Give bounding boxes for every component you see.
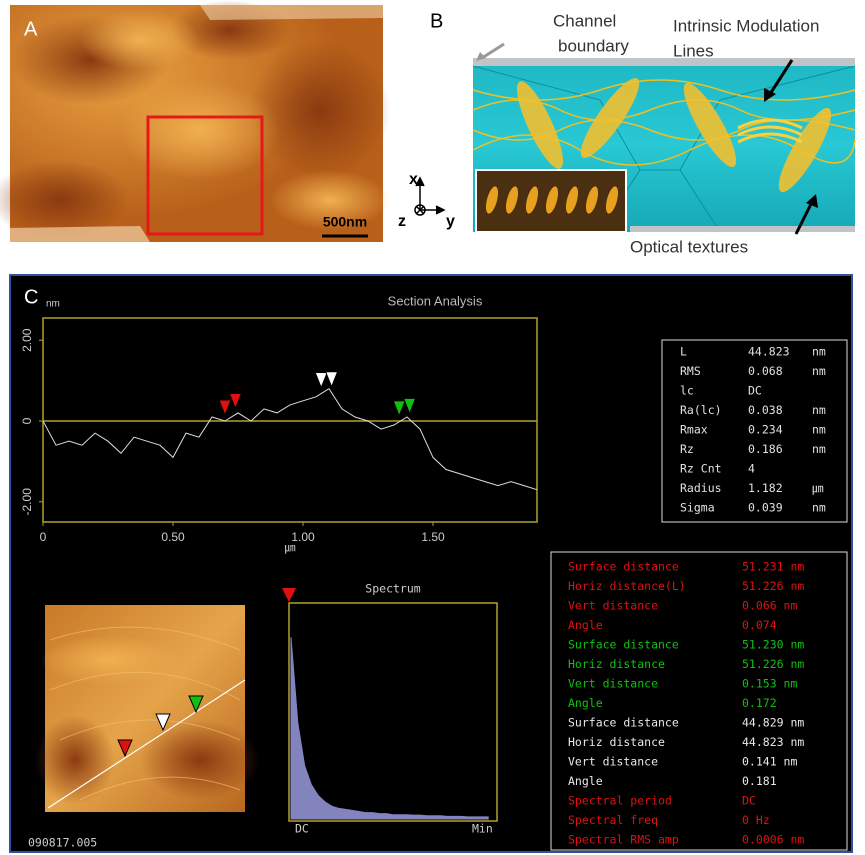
y-tick-label: 2.00 (20, 328, 34, 352)
measurement-label: Surface distance (568, 560, 679, 574)
measurement-label: Spectral freq (568, 813, 658, 827)
stats-cell: 44.823 (748, 345, 790, 359)
stats-cell: 4 (748, 462, 755, 476)
annotation: Intrinsic Modulation (673, 16, 819, 35)
measurement-label: Angle (568, 696, 603, 710)
spectrum-x-label: Min (472, 822, 493, 836)
chart-title: Section Analysis (388, 293, 483, 308)
axis-x-label: x (409, 171, 418, 188)
measurement-value: DC (742, 794, 756, 808)
measurement-value: 51.231 nm (742, 560, 804, 574)
afm-image-a (0, 0, 390, 242)
measurement-label: Vert distance (568, 599, 658, 613)
spectrum-title: Spectrum (365, 582, 420, 596)
panel-label: C (24, 286, 38, 308)
stats-cell: nm (812, 423, 826, 437)
stats-cell: nm (812, 403, 826, 417)
stats-cell: Rmax (680, 423, 708, 437)
stats-cell: Sigma (680, 501, 715, 515)
stats-cell: RMS (680, 364, 701, 378)
figure: A 500nm x y z B Channel boundary Intrins… (0, 0, 865, 855)
scale-bar-label: 500nm (323, 214, 367, 230)
measurement-label: Vert distance (568, 755, 658, 769)
stats-cell: 0.068 (748, 364, 783, 378)
stats-cell: ㎛ (812, 481, 824, 495)
measurement-value: 44.823 nm (742, 735, 804, 749)
axes-indicator (415, 178, 444, 215)
y-tick-label: -2.00 (20, 488, 34, 516)
measurement-value: 51.230 nm (742, 638, 804, 652)
measurement-label: Surface distance (568, 716, 679, 730)
annotation: Optical textures (630, 237, 748, 256)
axis-z-label: z (398, 213, 406, 230)
measurement-label: Spectral period (568, 794, 672, 808)
spectrum-x-label: DC (295, 822, 309, 836)
stats-cell: DC (748, 384, 762, 398)
stats-cell: nm (812, 442, 826, 456)
stats-cell: Radius (680, 481, 722, 495)
measurement-value: 44.829 nm (742, 716, 804, 730)
stats-cell: nm (812, 345, 826, 359)
measurement-label: Angle (568, 618, 603, 632)
measurement-value: 51.226 nm (742, 657, 804, 671)
measurement-value: 0 Hz (742, 813, 770, 827)
annotation: Channel (553, 11, 616, 30)
file-id: 090817.005 (28, 836, 97, 850)
axis-y-label: y (446, 213, 455, 230)
stats-cell: 0.039 (748, 501, 783, 515)
stats-cell: nm (812, 364, 826, 378)
measurement-value: 0.141 nm (742, 755, 797, 769)
x-tick-label: 0.50 (161, 530, 185, 544)
afm-image-c (35, 605, 260, 812)
measurement-label: Horiz distance (568, 657, 665, 671)
annotation: Lines (673, 41, 714, 60)
channel-diagram (473, 58, 855, 232)
arrow (482, 44, 504, 58)
stats-cell: Ra(lc) (680, 403, 722, 417)
stats-cell: L (680, 345, 687, 359)
measurement-value: 0.181 (742, 774, 777, 788)
stats-cell: Rz (680, 442, 694, 456)
stats-cell: nm (812, 501, 826, 515)
y-unit: nm (46, 299, 60, 310)
panel-label: B (430, 10, 443, 32)
measurement-label: Angle (568, 774, 603, 788)
measurement-value: 0.0006 nm (742, 833, 804, 847)
x-tick-label: 1.00 (291, 530, 315, 544)
page: A 500nm x y z B Channel boundary Intrins… (0, 0, 865, 855)
annotation: boundary (558, 36, 629, 55)
measurement-value: 0.066 nm (742, 599, 797, 613)
measurement-label: Horiz distance(L) (568, 579, 686, 593)
measurement-label: Surface distance (568, 638, 679, 652)
x-tick-label: 1.50 (421, 530, 445, 544)
stats-cell: 0.186 (748, 442, 783, 456)
stats-cell: Rz Cnt (680, 462, 722, 476)
x-tick-label: 0 (40, 530, 47, 544)
stats-cell: 0.234 (748, 423, 783, 437)
measurement-value: 0.153 nm (742, 677, 797, 691)
y-tick-label: 0 (20, 417, 34, 424)
measurement-label: Vert distance (568, 677, 658, 691)
stats-cell: 0.038 (748, 403, 783, 417)
measurement-value: 0.074 (742, 618, 777, 632)
measurement-value: 51.226 nm (742, 579, 804, 593)
stats-cell: 1.182 (748, 481, 783, 495)
stats-cell: lc (680, 384, 694, 398)
measurement-value: 0.172 (742, 696, 777, 710)
measurement-label: Spectral RMS amp (568, 833, 679, 847)
panel-label: A (24, 18, 38, 40)
measurement-label: Horiz distance (568, 735, 665, 749)
